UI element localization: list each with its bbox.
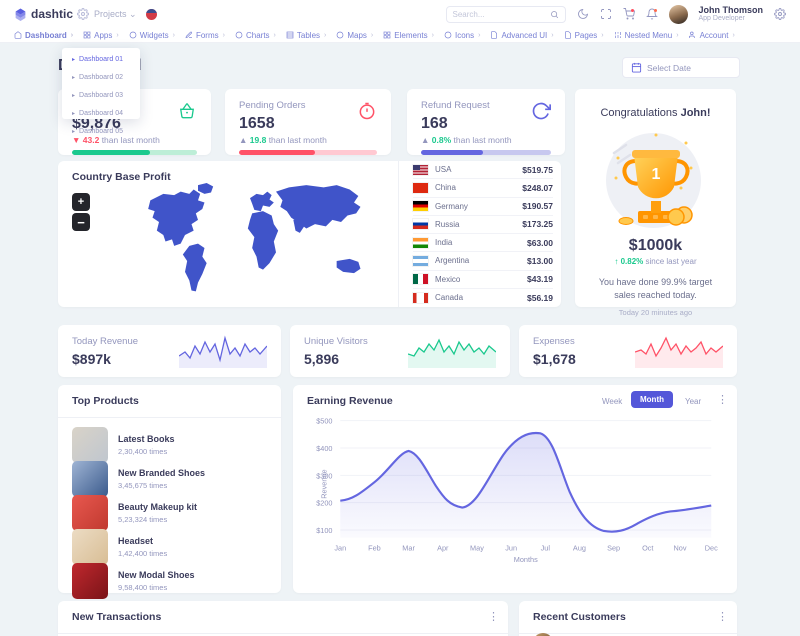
svg-text:Jan: Jan: [334, 544, 346, 553]
svg-text:Revenue: Revenue: [320, 469, 329, 498]
svg-text:Jun: Jun: [505, 544, 517, 553]
svg-text:Jul: Jul: [541, 544, 551, 553]
svg-text:May: May: [470, 544, 484, 553]
svg-text:Oct: Oct: [642, 544, 653, 553]
svg-text:Aug: Aug: [573, 544, 586, 553]
svg-text:Nov: Nov: [673, 544, 686, 553]
svg-text:Apr: Apr: [437, 544, 449, 553]
svg-text:Feb: Feb: [368, 544, 381, 553]
svg-text:Months: Months: [514, 555, 538, 563]
svg-text:1: 1: [651, 166, 660, 183]
svg-text:Sep: Sep: [607, 544, 620, 553]
svg-text:Dec: Dec: [705, 544, 718, 553]
svg-text:$200: $200: [316, 499, 332, 508]
svg-text:Mar: Mar: [402, 544, 415, 553]
svg-text:$100: $100: [316, 526, 332, 535]
svg-text:$400: $400: [316, 444, 332, 453]
svg-text:$500: $500: [316, 417, 332, 426]
